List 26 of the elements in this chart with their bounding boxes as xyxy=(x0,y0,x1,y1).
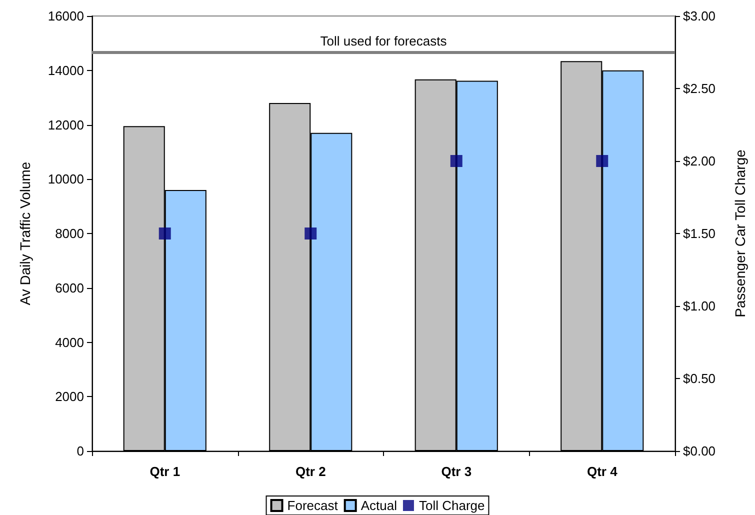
y-tick-label: 8000 xyxy=(55,226,84,241)
legend-label: Forecast xyxy=(287,498,338,513)
y-axis-title: Av Daily Traffic Volume xyxy=(17,162,33,306)
legend-label: Actual xyxy=(360,498,398,513)
y2-tick-label: $1.00 xyxy=(683,298,716,314)
x-tick-label: Qtr 2 xyxy=(295,464,326,479)
y-tick-label: 2000 xyxy=(55,389,84,404)
y-tick-label: 14000 xyxy=(48,62,84,78)
y-tick-label: 10000 xyxy=(48,172,84,187)
y2-tick-label: $0.50 xyxy=(683,371,716,386)
y2-axis-title: Passenger Car Toll Charge xyxy=(732,149,748,318)
y2-tick-label: $0.00 xyxy=(683,444,716,458)
y-tick-label: 6000 xyxy=(55,280,84,296)
x-tick-label: Qtr 3 xyxy=(441,464,472,479)
y2-tick-label: $3.00 xyxy=(683,8,716,24)
y2-tick-label: $1.50 xyxy=(683,226,716,241)
y-tick-label: 12000 xyxy=(48,117,84,132)
x-tick-label: Qtr 1 xyxy=(150,464,180,479)
x-tick-label: Qtr 4 xyxy=(586,464,618,479)
y-tick-label: 16000 xyxy=(48,8,84,24)
y2-tick-label: $2.00 xyxy=(683,154,716,168)
y-tick-label: 0 xyxy=(76,444,84,458)
y2-tick-label: $2.50 xyxy=(683,81,716,96)
y-tick-label: 4000 xyxy=(55,334,84,350)
legend-label: Toll Charge xyxy=(418,498,485,513)
ref-line-label: Toll used for forecasts xyxy=(320,33,448,48)
